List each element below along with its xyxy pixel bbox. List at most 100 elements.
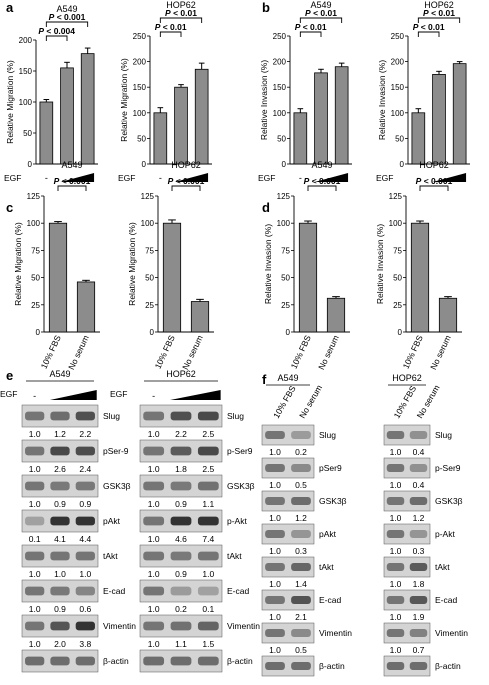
band <box>143 411 165 421</box>
significance-bracket <box>299 17 343 23</box>
y-tick-label: 0 <box>36 328 41 337</box>
band <box>170 656 192 666</box>
blot-strip <box>383 457 431 479</box>
bar <box>174 86 188 165</box>
y-axis-label: Relative Migration (%) <box>119 58 129 142</box>
band <box>386 662 405 670</box>
band-quant: 1.0 <box>29 604 41 614</box>
y-tick-label: 0 <box>150 328 155 337</box>
y-tick-label: 50 <box>281 274 290 283</box>
y-tick-label: 50 <box>31 274 40 283</box>
band-quant: 0.9 <box>175 569 187 579</box>
treatment-label: EGF <box>0 389 17 399</box>
p-value-label: P < 0.004 <box>38 26 75 36</box>
band <box>291 563 311 571</box>
y-axis-label: Relative Invasion (%) <box>259 60 269 140</box>
y-tick-label: 150 <box>391 83 405 92</box>
band <box>197 481 219 491</box>
chart-title: A549 <box>310 0 331 10</box>
blot-strip <box>139 579 223 603</box>
p-value-label: P < 0.01 <box>305 8 337 18</box>
band-quant: 1.0 <box>29 569 41 579</box>
significance-bracket <box>171 185 201 191</box>
band-label: β-actin <box>319 661 345 671</box>
x-category-label: No serum <box>316 334 341 372</box>
band-label: E-cad <box>227 586 249 596</box>
panel-label-c: c <box>6 200 13 215</box>
y-tick-label: 100 <box>277 219 291 228</box>
band-quant: 1.0 <box>269 480 281 490</box>
band <box>170 516 192 526</box>
band <box>197 446 219 456</box>
band-quant: 2.4 <box>79 464 91 474</box>
band <box>75 586 95 596</box>
band <box>265 497 285 505</box>
band-label: p-Ser9 <box>227 446 253 456</box>
lane-header: No serum <box>415 383 442 420</box>
band-quant: 0.2 <box>175 604 187 614</box>
band-label: tAkt <box>319 562 334 572</box>
y-tick-label: 100 <box>141 219 155 228</box>
y-tick-label: 250 <box>391 32 405 41</box>
band-quant: 1.0 <box>29 639 41 649</box>
band <box>143 656 165 666</box>
bar <box>326 297 346 333</box>
bar <box>162 222 182 333</box>
band <box>197 411 219 421</box>
band <box>409 596 428 604</box>
band <box>143 586 165 596</box>
band-label: pSer9 <box>319 463 342 473</box>
band-quant: 1.0 <box>269 546 281 556</box>
band <box>386 497 405 505</box>
y-tick-label: 25 <box>145 301 154 310</box>
y-tick-label: 100 <box>19 98 33 107</box>
band-quant: 1.0 <box>269 513 281 523</box>
band <box>197 656 219 666</box>
band <box>25 516 45 526</box>
band-quant: 0.1 <box>202 604 214 614</box>
band-label: p-Akt <box>435 529 455 539</box>
y-tick-label: 250 <box>133 32 147 41</box>
band <box>50 586 70 596</box>
y-tick-label: 25 <box>393 301 402 310</box>
x-category-label: No serum <box>180 334 205 372</box>
band <box>197 621 219 631</box>
band <box>25 621 45 631</box>
blot-strip <box>261 556 315 578</box>
x-category-label: No serum <box>428 334 453 372</box>
band-quant: 0.5 <box>295 480 307 490</box>
dose-ramp <box>60 173 95 182</box>
y-tick-label: 25 <box>281 301 290 310</box>
band <box>50 516 70 526</box>
band <box>265 629 285 637</box>
y-tick-label: 25 <box>31 301 40 310</box>
band <box>409 629 428 637</box>
bar <box>293 112 308 165</box>
band-quant: 0.9 <box>175 499 187 509</box>
band-label: β-actin <box>435 661 461 671</box>
band <box>143 516 165 526</box>
blot-strip <box>383 490 431 512</box>
band-quant: 1.0 <box>148 639 160 649</box>
band-quant: 1.0 <box>29 499 41 509</box>
blot-strip <box>261 655 315 677</box>
dose-ramp <box>49 390 97 400</box>
band-label: β-actin <box>227 656 253 666</box>
band-quant: 1.0 <box>148 429 160 439</box>
x-category-label: 10% FBS <box>401 333 425 370</box>
band-quant: 1.1 <box>175 639 187 649</box>
band-quant: 1.0 <box>390 546 402 556</box>
band-quant: 0.2 <box>295 447 307 457</box>
panel-label-f: f <box>262 372 267 387</box>
band <box>291 596 311 604</box>
band <box>75 656 95 666</box>
p-value-label: P < 0.001 <box>49 12 86 22</box>
x-category-label: No serum <box>66 334 91 372</box>
chart-title: A549 <box>311 160 332 170</box>
band-quant: 1.0 <box>390 447 402 457</box>
blot-strip <box>261 424 315 446</box>
band <box>386 596 405 604</box>
band-quant: 2.1 <box>295 612 307 622</box>
y-tick-label: 125 <box>277 192 291 201</box>
band-quant: 4.6 <box>175 534 187 544</box>
